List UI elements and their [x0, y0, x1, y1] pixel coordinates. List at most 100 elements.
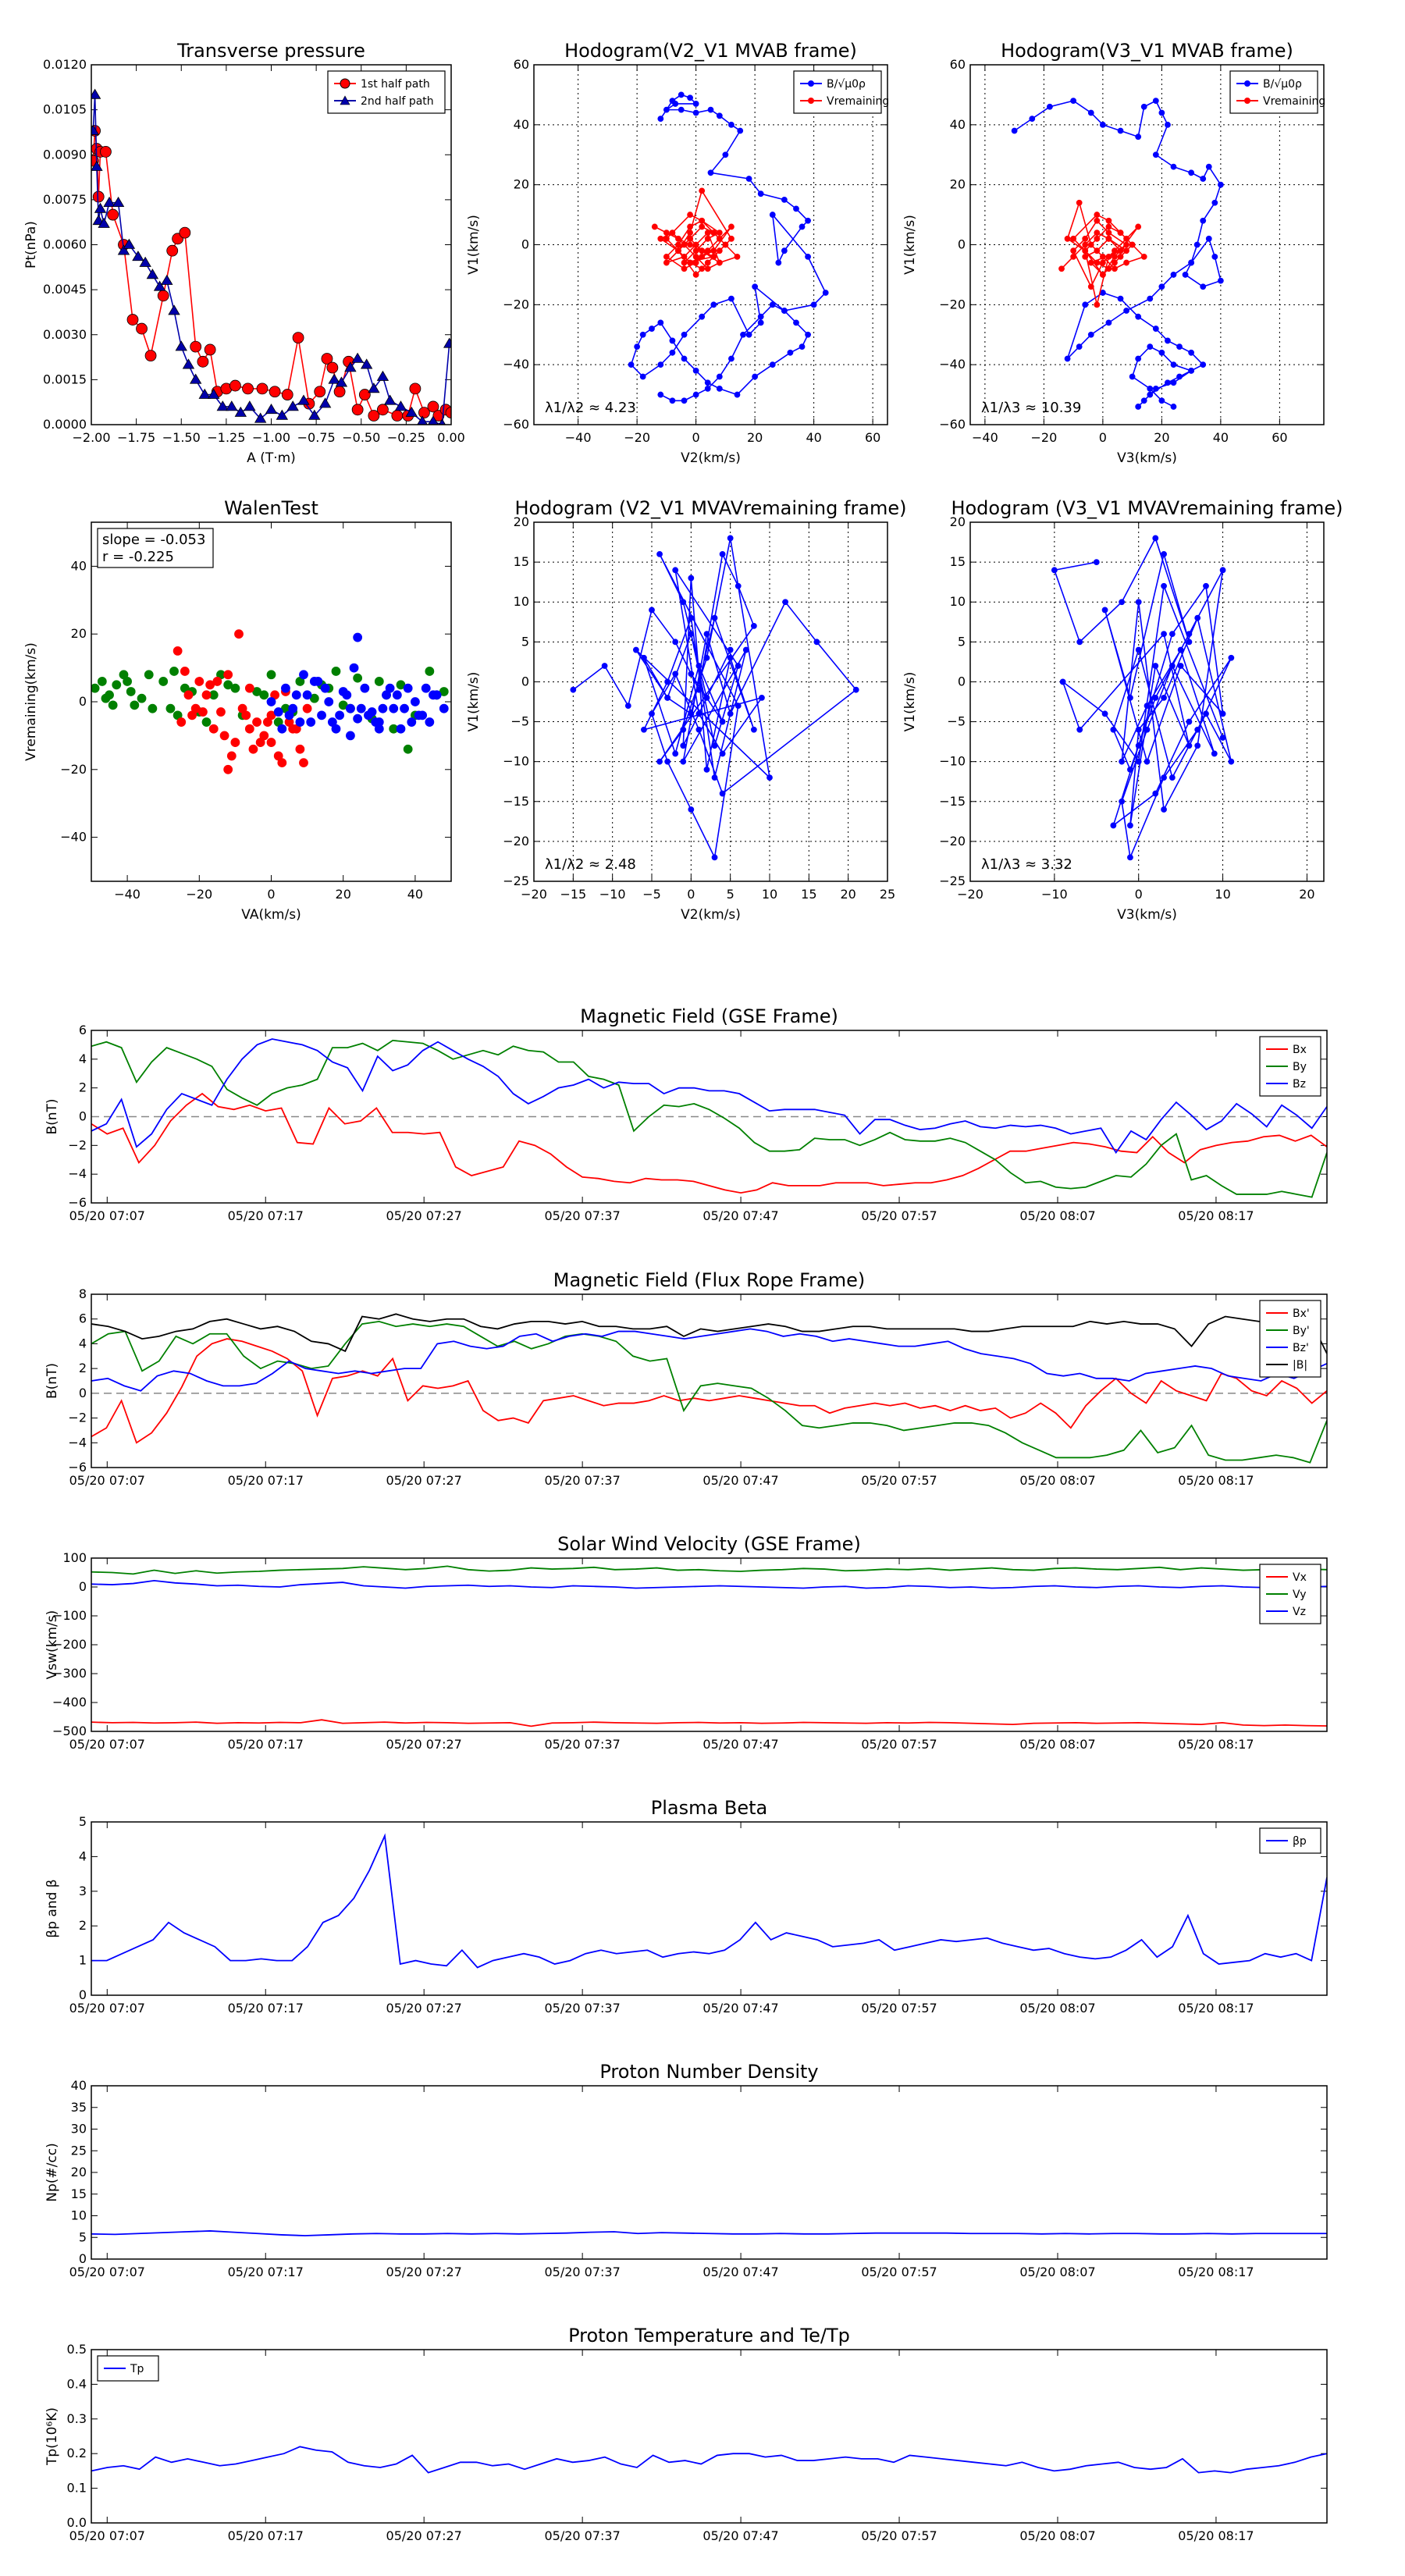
h1-ylabel: V1(km/s): [466, 215, 482, 275]
h2-ytick-label: −60: [939, 417, 966, 432]
h2-series-b-0--point: [1147, 295, 1154, 302]
h2-series-vremaining-point: [1105, 229, 1112, 237]
walen-series-1-point: [248, 744, 258, 754]
h4-series-0-point: [1127, 854, 1133, 861]
h4-series-0-point: [1161, 631, 1167, 638]
h1-series-b-0--point: [699, 313, 706, 320]
walen-series-2-point: [295, 717, 305, 727]
bfr-ytick-label: −4: [68, 1435, 87, 1450]
h1-series-b-0--point: [657, 361, 664, 368]
h4-series-0-point: [1186, 742, 1193, 749]
h2-series-vremaining-point: [1129, 241, 1136, 248]
h1-series-b-0--point: [716, 112, 723, 119]
h3-series-0-point: [664, 678, 671, 685]
tp-series-2nd-half-path-point: [276, 409, 289, 420]
tp-xtick-label: −0.25: [387, 430, 425, 445]
h2-series-b-0--point: [1205, 163, 1212, 170]
h1-series-b-0--point: [669, 397, 676, 404]
h2-series-vremaining-point: [1117, 229, 1124, 237]
h3-series-0-point: [688, 671, 695, 678]
vsw-ytick-label: −500: [52, 1724, 87, 1738]
walen-series-2-point: [299, 670, 308, 680]
tp-series-1st-half-path-point: [92, 190, 105, 203]
vsw-ytick-label: 100: [62, 1550, 87, 1565]
h4-ytick-label: −10: [939, 754, 966, 769]
tp-series-2nd-half-path-point: [175, 340, 187, 351]
h3-series-0-point: [719, 550, 726, 557]
h1-ytick-label: 0: [521, 237, 529, 252]
h3-series-0-point: [664, 694, 671, 701]
tp-series-2nd-half-path-point: [308, 409, 321, 420]
tp-series-2nd-half-path-point: [182, 358, 195, 369]
h3-series-0-point: [742, 646, 749, 653]
h4-series-0-point: [1168, 774, 1176, 781]
np-series-0-line: [91, 2230, 1327, 2236]
h2-series-b-0--point: [1099, 121, 1106, 128]
h3-series-0-point: [632, 646, 639, 653]
h3-series-0-point: [680, 726, 687, 733]
h1-series-b-0--point: [657, 391, 664, 398]
h2-series-b-0--point: [1217, 277, 1224, 284]
h3-series-0-point: [852, 686, 859, 693]
walen-series-2-point: [346, 731, 355, 741]
h1-series-b-0--point: [799, 343, 806, 350]
h1-series-b-0--point: [678, 91, 685, 98]
tp_temp-legend-label: Tp: [130, 2363, 144, 2375]
walen-series-0-point: [201, 717, 212, 727]
h2-series-b-0--point: [1158, 283, 1165, 290]
h1-series-b-0--point: [805, 331, 811, 338]
h1-legend-box: [793, 70, 882, 114]
tp-series-1st-half-path-point: [333, 386, 346, 398]
h2-series-b-0--point: [1211, 199, 1218, 206]
h3-series-0-point: [759, 694, 765, 701]
h4-series-0-line: [1053, 536, 1232, 860]
tp-title: Transverse pressure: [176, 40, 365, 62]
h2-series-b-0--point: [1211, 253, 1218, 260]
h2-series-b-0--point: [1152, 326, 1159, 332]
h1-series-vremaining-point: [734, 253, 741, 260]
h2-series-b-0--point: [1200, 217, 1207, 224]
h3-series-0-point: [672, 639, 679, 646]
h3-series-0-point: [672, 750, 679, 757]
h4-ytick-label: −25: [939, 873, 966, 888]
np-ytick-label: 0: [79, 2251, 87, 2266]
beta-ytick-label: 2: [79, 1918, 87, 1933]
h3-series-0-point: [719, 790, 726, 797]
walen-series-1-point: [173, 646, 183, 656]
h1-series-vremaining-point: [681, 241, 688, 248]
h4-series-0-point: [1144, 758, 1151, 765]
tp-series-2nd-half-path-point: [335, 376, 348, 387]
tp-series-1st-half-path-point: [157, 290, 169, 302]
h3-series-0-point: [656, 550, 663, 557]
walen-series-1-point: [226, 751, 237, 761]
h2-series-b-0--point: [1147, 391, 1154, 398]
walen-series-2-point: [389, 703, 399, 713]
vsw-ytick-label: −100: [52, 1608, 87, 1623]
h1-series-vremaining-point: [716, 229, 723, 237]
h1-series-vremaining-point: [716, 235, 723, 242]
h3-series-0-point: [688, 575, 695, 582]
h2-series-b-0--point: [1087, 331, 1094, 338]
tp-series-1st-half-path-point: [281, 389, 293, 400]
h1-series-b-0--point: [728, 295, 735, 302]
h3-series-0-point: [680, 758, 687, 765]
walen-series-0-point: [112, 680, 122, 690]
vsw-ytick-label: −400: [52, 1695, 87, 1710]
h1-series-vremaining-line: [654, 189, 738, 276]
tp-xlabel: A (T·m): [247, 450, 296, 466]
walen-series-1-point: [262, 717, 272, 727]
walen-series-1-point: [180, 667, 190, 676]
bgse-series-bx-line: [91, 1092, 1327, 1194]
tp-xtick-label: −2.00: [72, 430, 110, 445]
tp-series-2nd-half-path-point: [146, 269, 159, 279]
h1-series-vremaining-point: [675, 235, 681, 242]
h4-series-0-point: [1135, 758, 1142, 765]
bfr-title: Magnetic Field (Flux Rope Frame): [553, 1269, 865, 1291]
bfr-ytick-label: 0: [79, 1386, 87, 1400]
h1-annotation: λ1/λ2 ≈ 4.23: [545, 400, 636, 416]
h2-series-b-0--point: [1158, 397, 1165, 404]
tp-xtick-label: −1.00: [252, 430, 290, 445]
bgse-ytick-label: −6: [68, 1195, 87, 1210]
h2-ytick-label: 0: [958, 237, 966, 252]
